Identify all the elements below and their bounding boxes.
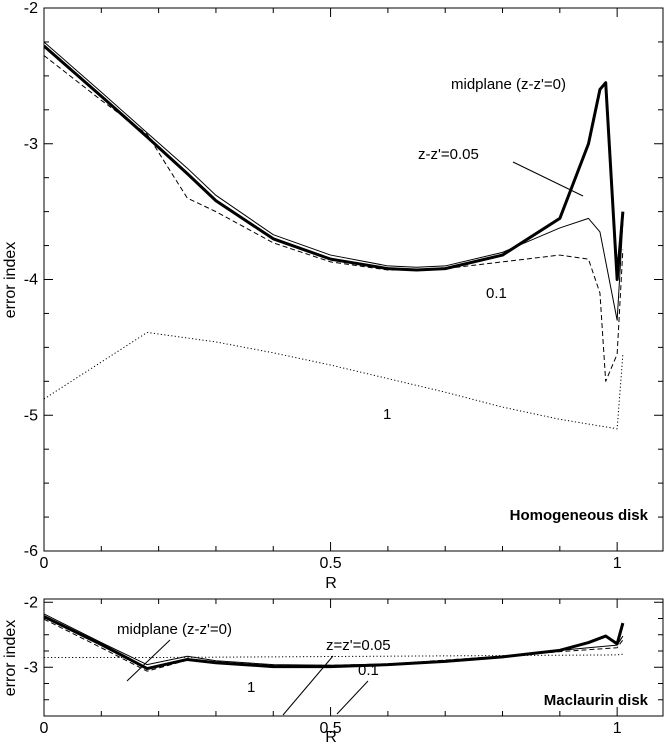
- curve-annotation: midplane (z-z'=0): [117, 621, 232, 638]
- x-tick-label: 0: [40, 720, 49, 737]
- y-tick-label: -5: [24, 407, 38, 424]
- series-line-3: [44, 55, 624, 382]
- x-tick-label: 1: [613, 555, 622, 572]
- y-tick-label: -2: [24, 594, 38, 611]
- x-tick-label: 0: [40, 555, 49, 572]
- y-tick-label: -3: [24, 136, 38, 153]
- curve-annotation: z-z'=0.05: [418, 146, 479, 163]
- panel-title: Maclaurin disk: [544, 692, 649, 709]
- y-tick-label: -2: [24, 0, 38, 17]
- x-axis-label: R: [325, 575, 337, 592]
- series-line-2: [44, 41, 624, 321]
- y-axis-label: error index: [2, 620, 19, 696]
- curve-annotation: 1: [383, 406, 391, 423]
- series-line-4: [44, 331, 624, 430]
- curve-annotation: 0.1: [486, 285, 507, 302]
- x-tick-label: 1: [613, 720, 622, 737]
- curve-annotation: 0.1: [358, 662, 379, 679]
- annotation-leader: [512, 161, 584, 197]
- annotation-leader: [282, 655, 334, 716]
- curve-annotation: z=z'=0.05: [326, 637, 391, 654]
- annotation-leader: [336, 680, 369, 715]
- series-line-3: [44, 618, 624, 672]
- series-line-4: [44, 653, 623, 658]
- y-tick-label: -4: [24, 272, 38, 289]
- x-axis-label: R: [325, 729, 337, 746]
- panel-title: Homogeneous disk: [510, 507, 649, 524]
- x-tick-label: 0.5: [319, 720, 341, 737]
- series-line-1: [44, 615, 625, 671]
- y-axis-label: error index: [2, 242, 19, 318]
- y-tick-label: -6: [24, 543, 38, 560]
- plot-frame: [43, 7, 664, 552]
- y-tick-label: -3: [24, 659, 38, 676]
- curve-annotation: midplane (z-z'=0): [451, 76, 566, 93]
- curve-annotation: 1: [247, 679, 255, 696]
- x-tick-label: 0.5: [319, 555, 341, 572]
- annotation-leader: [126, 639, 171, 682]
